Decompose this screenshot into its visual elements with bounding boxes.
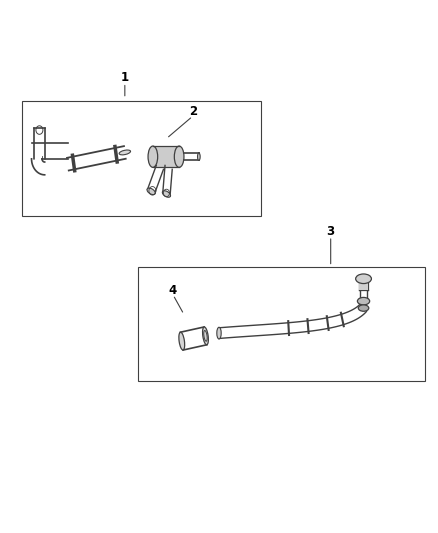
Ellipse shape xyxy=(217,327,221,339)
Bar xyxy=(153,146,179,167)
Ellipse shape xyxy=(119,150,131,155)
Text: 2: 2 xyxy=(189,106,197,118)
Bar xyxy=(359,279,368,290)
Ellipse shape xyxy=(147,188,155,195)
Ellipse shape xyxy=(357,297,370,305)
Bar xyxy=(138,266,425,381)
Bar xyxy=(22,101,261,216)
Text: 1: 1 xyxy=(121,71,129,84)
Ellipse shape xyxy=(198,153,200,160)
Ellipse shape xyxy=(174,146,184,167)
Ellipse shape xyxy=(148,146,158,167)
Ellipse shape xyxy=(162,191,170,197)
Text: 4: 4 xyxy=(169,284,177,297)
Ellipse shape xyxy=(179,332,185,350)
Text: 3: 3 xyxy=(327,225,335,238)
Ellipse shape xyxy=(202,327,208,345)
Ellipse shape xyxy=(356,274,371,284)
Ellipse shape xyxy=(358,305,369,311)
